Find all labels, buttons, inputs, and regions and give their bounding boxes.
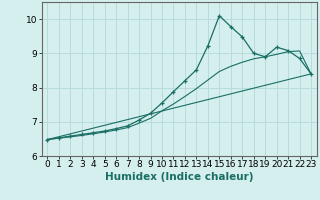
X-axis label: Humidex (Indice chaleur): Humidex (Indice chaleur) — [105, 172, 253, 182]
